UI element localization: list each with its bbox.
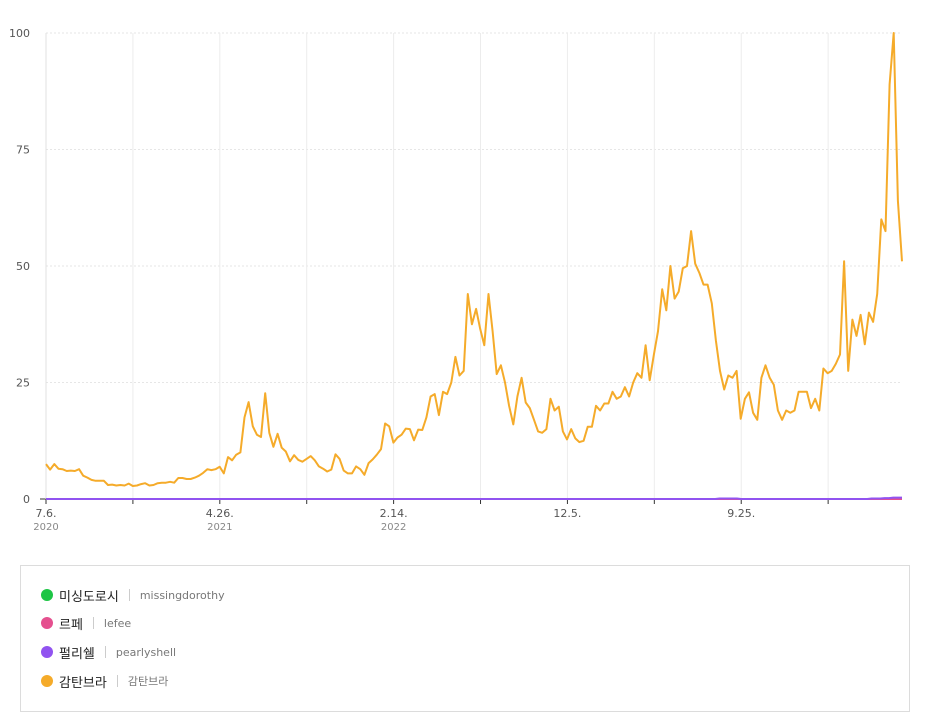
legend-separator bbox=[92, 617, 94, 629]
legend-series-id: missingdorothy bbox=[139, 588, 225, 602]
legend-color-dot bbox=[41, 675, 53, 687]
x-axis: 7.6. 2020 4.26. 2021 2.14. 2022 12.5. 9.25. bbox=[33, 507, 755, 533]
y-tick-label: 25 bbox=[16, 377, 30, 390]
legend-series-name: 르페 bbox=[59, 617, 83, 633]
x-tick-year: 2022 bbox=[381, 522, 406, 533]
x-tick-year: 2021 bbox=[207, 522, 232, 533]
x-tick-label: 2.14. bbox=[380, 507, 408, 520]
x-tick-label: 4.26. bbox=[206, 507, 234, 520]
legend-series-name: 펄리쉘 bbox=[59, 646, 95, 662]
y-tick-label: 50 bbox=[16, 260, 30, 273]
legend-series-id: lefee bbox=[103, 616, 132, 630]
y-tick-label: 100 bbox=[9, 27, 30, 40]
line-chart: 0 25 50 75 100 7.6. 2020 4.26. 2021 2.14. 2022 12.… bbox=[9, 27, 903, 533]
legend-series-name: 감탄브라 bbox=[59, 675, 107, 691]
legend-item[interactable]: 감탄브라 감탄브라 bbox=[41, 671, 168, 691]
series-lines bbox=[45, 32, 903, 500]
legend: 미싱도로시 missingdorothy 르페 lefee 펄리쉘 pearlyshell… bbox=[20, 565, 910, 712]
legend-separator bbox=[104, 646, 106, 658]
legend-color-dot bbox=[41, 589, 53, 601]
legend-series-id: pearlyshell bbox=[115, 645, 177, 659]
legend-color-dot bbox=[41, 617, 53, 629]
y-tick-label: 0 bbox=[23, 493, 30, 506]
x-tick-label: 7.6. bbox=[36, 507, 57, 520]
x-tick-year: 2020 bbox=[33, 522, 58, 533]
legend-separator bbox=[128, 589, 130, 601]
series-line-감탄브라 bbox=[45, 32, 903, 487]
legend-separator bbox=[116, 675, 118, 687]
legend-item[interactable]: 펄리쉘 pearlyshell bbox=[41, 642, 176, 662]
legend-item[interactable]: 미싱도로시 missingdorothy bbox=[41, 585, 225, 605]
legend-color-dot bbox=[41, 646, 53, 658]
chart-area: 0 25 50 75 100 7.6. 2020 4.26. 2021 2.14. 2022 12.… bbox=[9, 27, 903, 533]
legend-item[interactable]: 르페 lefee bbox=[41, 613, 131, 633]
x-tick-label: 9.25. bbox=[727, 507, 755, 520]
legend-series-name: 미싱도로시 bbox=[59, 589, 119, 605]
x-gridlines bbox=[45, 33, 829, 504]
x-tick-label: 12.5. bbox=[553, 507, 581, 520]
legend-series-id: 감탄브라 bbox=[127, 675, 169, 688]
y-tick-label: 75 bbox=[16, 144, 30, 157]
y-gridlines bbox=[46, 32, 902, 383]
series-line-pearlyshell bbox=[46, 496, 902, 500]
